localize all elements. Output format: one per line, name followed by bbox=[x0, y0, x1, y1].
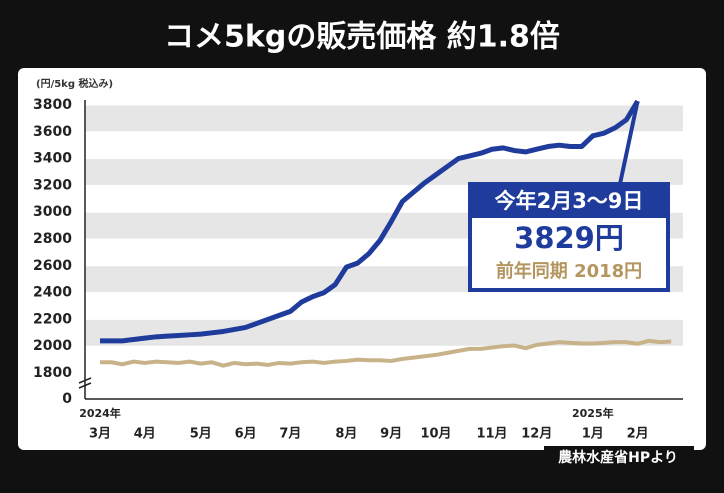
y-tick-label: 2400 bbox=[33, 285, 72, 301]
x-tick-label: 7月 bbox=[279, 427, 301, 442]
y-tick-label: 3000 bbox=[33, 204, 72, 220]
y-tick-label: 1800 bbox=[33, 365, 72, 381]
y-tick-label: 2600 bbox=[33, 258, 72, 274]
annotation-title: 今年2月3〜9日 bbox=[495, 189, 644, 213]
series-line bbox=[100, 99, 640, 344]
y-tick-label: 3200 bbox=[33, 177, 72, 193]
y-tick-label: 2000 bbox=[33, 338, 72, 354]
x-tick-label: 1月 bbox=[582, 427, 604, 442]
y-unit: (円/5kg 税込み) bbox=[36, 77, 113, 90]
grid-band bbox=[85, 158, 683, 186]
x-tick-label: 9月 bbox=[380, 427, 402, 442]
y-tick-label: 2200 bbox=[33, 311, 72, 327]
y-tick-label: 0 bbox=[62, 391, 72, 407]
x-tick-label: 5月 bbox=[190, 427, 212, 442]
source-box bbox=[544, 446, 694, 470]
y-tick-label: 3800 bbox=[33, 97, 72, 113]
x-tick-label: 10月 bbox=[420, 427, 451, 442]
x-tick-label: 11月 bbox=[476, 427, 507, 442]
x-tick-label: 6月 bbox=[235, 427, 257, 442]
y-tick-label: 2800 bbox=[33, 231, 72, 247]
annotation-header bbox=[470, 184, 668, 218]
x-year-label: 2025年 bbox=[572, 406, 614, 420]
x-tick-label: 2月 bbox=[627, 427, 649, 442]
series-line bbox=[100, 338, 672, 368]
annotation-previous: 前年同期 2018円 bbox=[496, 260, 642, 282]
x-tick-label: 8月 bbox=[335, 427, 357, 442]
grid-band bbox=[85, 105, 683, 132]
axis-break bbox=[78, 377, 92, 389]
y-tick-label: 3600 bbox=[33, 124, 72, 140]
x-tick-label: 3月 bbox=[89, 427, 111, 442]
chart-title: コメ5kgの販売価格 約1.8倍 bbox=[164, 20, 560, 55]
x-tick-label: 4月 bbox=[134, 427, 156, 442]
source: 農林水産省HPより bbox=[558, 449, 678, 466]
annotation-current: 3829円 bbox=[514, 221, 624, 255]
annotation-connector bbox=[618, 100, 640, 185]
x-tick-label: 12月 bbox=[521, 427, 552, 442]
y-tick-label: 3400 bbox=[33, 151, 72, 167]
x-year-label: 2024年 bbox=[79, 406, 121, 420]
